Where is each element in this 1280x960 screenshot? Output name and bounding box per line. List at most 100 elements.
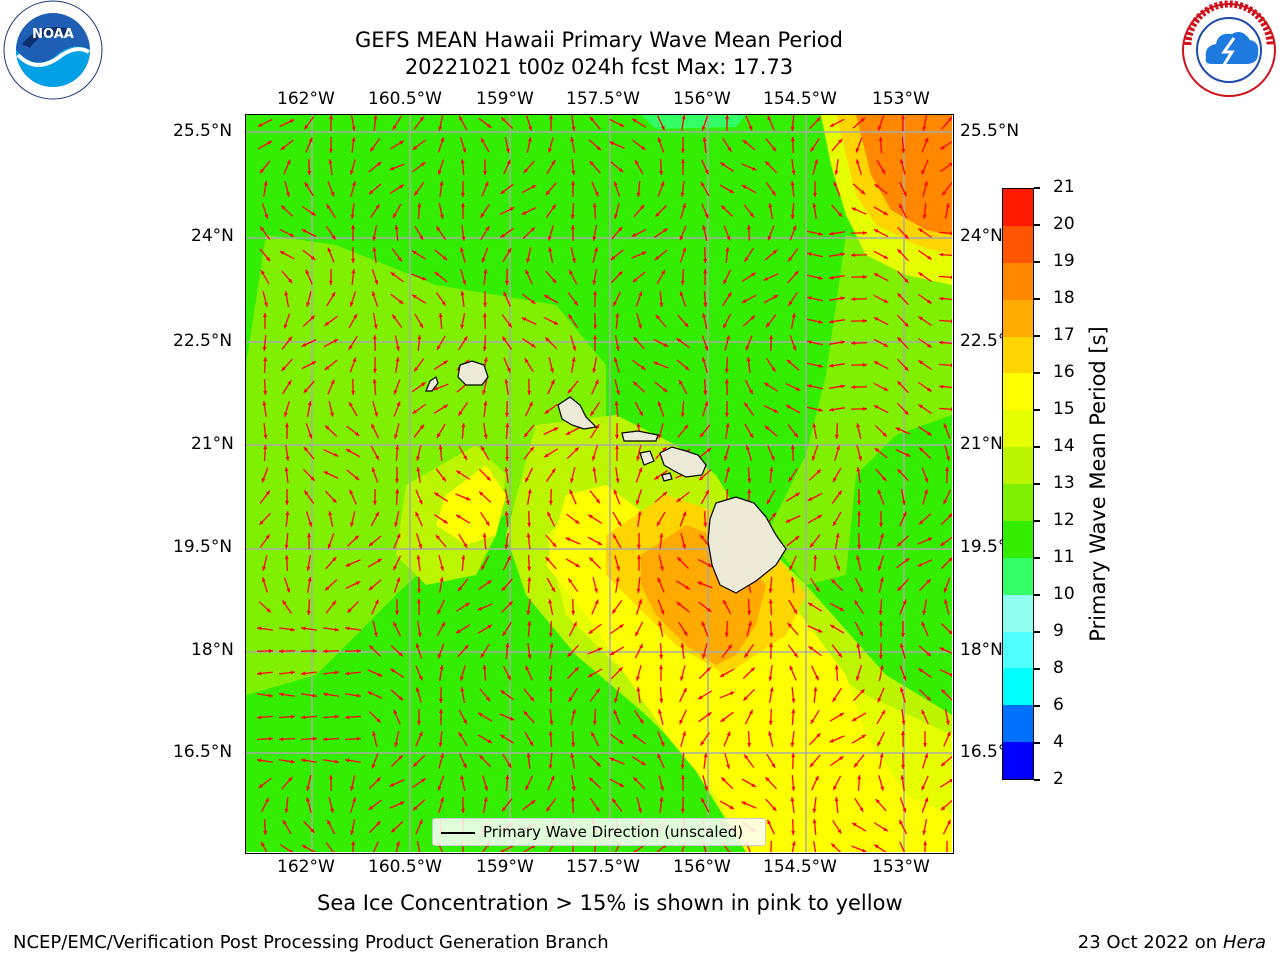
wave-arrow-head	[939, 252, 944, 257]
wave-arrow-head	[332, 498, 337, 503]
colorbar-tick-mark	[1034, 483, 1040, 485]
wave-arrow-head	[456, 470, 461, 475]
wave-arrow-head	[500, 189, 506, 194]
wave-arrow-head	[944, 599, 948, 604]
wave-arrow-head	[283, 324, 288, 329]
wave-arrow-head	[374, 599, 379, 605]
wave-arrow	[372, 841, 379, 852]
colorbar-segments	[1003, 189, 1033, 779]
wave-arrow-head	[593, 335, 597, 340]
wave-arrow-head	[395, 489, 400, 494]
wave-arrow-head	[324, 321, 329, 326]
wave-arrow-head	[704, 169, 709, 175]
wave-arrow-head	[875, 799, 880, 804]
wave-arrow-head	[548, 247, 553, 252]
wave-arrow-head	[281, 366, 286, 371]
wave-arrow-head	[860, 190, 866, 195]
wave-arrow-head	[592, 368, 597, 373]
wave-arrow-head	[500, 849, 505, 852]
lat-label-right-5: 18°N	[960, 640, 1002, 660]
wave-arrow-head	[859, 587, 863, 593]
colorbar-segment	[1003, 336, 1033, 374]
wave-arrow-head	[729, 805, 734, 809]
wave-arrow-head	[481, 258, 486, 263]
wave-arrow-head	[393, 621, 398, 627]
wave-arrow-head	[721, 205, 726, 210]
wave-arrow-head	[356, 736, 361, 741]
wave-arrow-head	[640, 365, 646, 370]
wave-arrow-head	[570, 797, 575, 802]
wave-arrow-head	[572, 346, 577, 351]
wave-arrow-head	[771, 146, 777, 152]
wave-arrow-head	[568, 578, 573, 583]
wave-arrow-head	[747, 478, 752, 483]
wave-arrow-head	[615, 577, 620, 582]
wave-arrow-head	[942, 190, 947, 196]
island-maui	[659, 446, 707, 478]
wave-arrow-head	[750, 667, 755, 672]
wave-arrow-head	[459, 115, 463, 121]
wave-arrow-head	[786, 405, 791, 409]
wave-arrow-head	[279, 692, 284, 697]
wave-arrow-head	[813, 687, 818, 692]
wave-arrow-head	[395, 357, 400, 362]
wave-arrow-head	[548, 148, 552, 153]
wave-arrow-head	[262, 566, 266, 571]
wave-arrow-head	[662, 387, 668, 392]
wave-arrow-head	[287, 336, 292, 342]
wave-arrow-head	[706, 448, 712, 453]
wave-arrow-head	[418, 544, 423, 549]
wave-arrow-head	[632, 734, 637, 739]
wave-arrow-head	[791, 841, 796, 846]
lat-label-right-4-clip: 19.5°N	[960, 537, 1002, 557]
wave-arrow-head	[773, 295, 779, 299]
wave-arrow-head	[833, 181, 838, 187]
wave-arrow-head	[877, 126, 882, 131]
lon-label-bottom-3: 157.5°W	[566, 857, 640, 877]
wave-arrow-head	[261, 841, 265, 847]
wave-arrow-head	[460, 159, 465, 164]
wave-arrow-head	[501, 586, 506, 591]
wave-arrow-head	[440, 566, 444, 571]
wave-arrow-head	[521, 317, 527, 322]
wave-arrow-head	[506, 367, 511, 373]
lon-label-bottom-4: 156°W	[673, 857, 731, 877]
wave-arrow-head	[371, 764, 376, 769]
wave-arrow-head	[679, 291, 684, 296]
wave-arrow-head	[268, 693, 273, 698]
wave-arrow-head	[312, 648, 317, 653]
wave-arrow-head	[617, 521, 622, 526]
wave-arrow-head	[830, 624, 835, 629]
wave-arrow-head	[260, 226, 265, 231]
wave-arrow-head	[501, 806, 507, 812]
wave-arrow-head	[700, 741, 705, 746]
wave-arrow-head	[263, 830, 268, 835]
wave-arrow-head	[307, 401, 312, 406]
wave-arrow-head	[289, 849, 293, 852]
wave-arrow-head	[862, 274, 867, 279]
colorbar-tick-label: 18	[1053, 288, 1075, 308]
wave-arrow-head	[704, 786, 708, 791]
wave-arrow-head	[325, 425, 330, 430]
wave-arrow-head	[883, 827, 888, 832]
wave-arrow-head	[352, 797, 356, 802]
wave-arrow-head	[525, 665, 530, 671]
wave-arrow-head	[377, 672, 383, 677]
wave-arrow-head	[636, 544, 641, 549]
wave-arrow-head	[280, 145, 286, 150]
wave-arrow-head	[259, 520, 264, 525]
wave-direction-arrows	[256, 115, 952, 852]
wave-arrow-head	[413, 762, 418, 767]
wave-arrow-head	[461, 203, 465, 208]
wave-arrow-head	[418, 731, 423, 737]
colorbar-segment	[1003, 594, 1033, 632]
wave-arrow-head	[726, 764, 730, 769]
wave-arrow-head	[618, 667, 623, 672]
wave-arrow-head	[791, 698, 796, 703]
wave-arrow-head	[612, 609, 617, 614]
wave-arrow-head	[571, 610, 576, 615]
wave-arrow	[938, 275, 952, 279]
wave-arrow-head	[901, 764, 906, 769]
wave-arrow-head	[285, 511, 290, 516]
colorbar-tick-mark	[1034, 187, 1040, 189]
